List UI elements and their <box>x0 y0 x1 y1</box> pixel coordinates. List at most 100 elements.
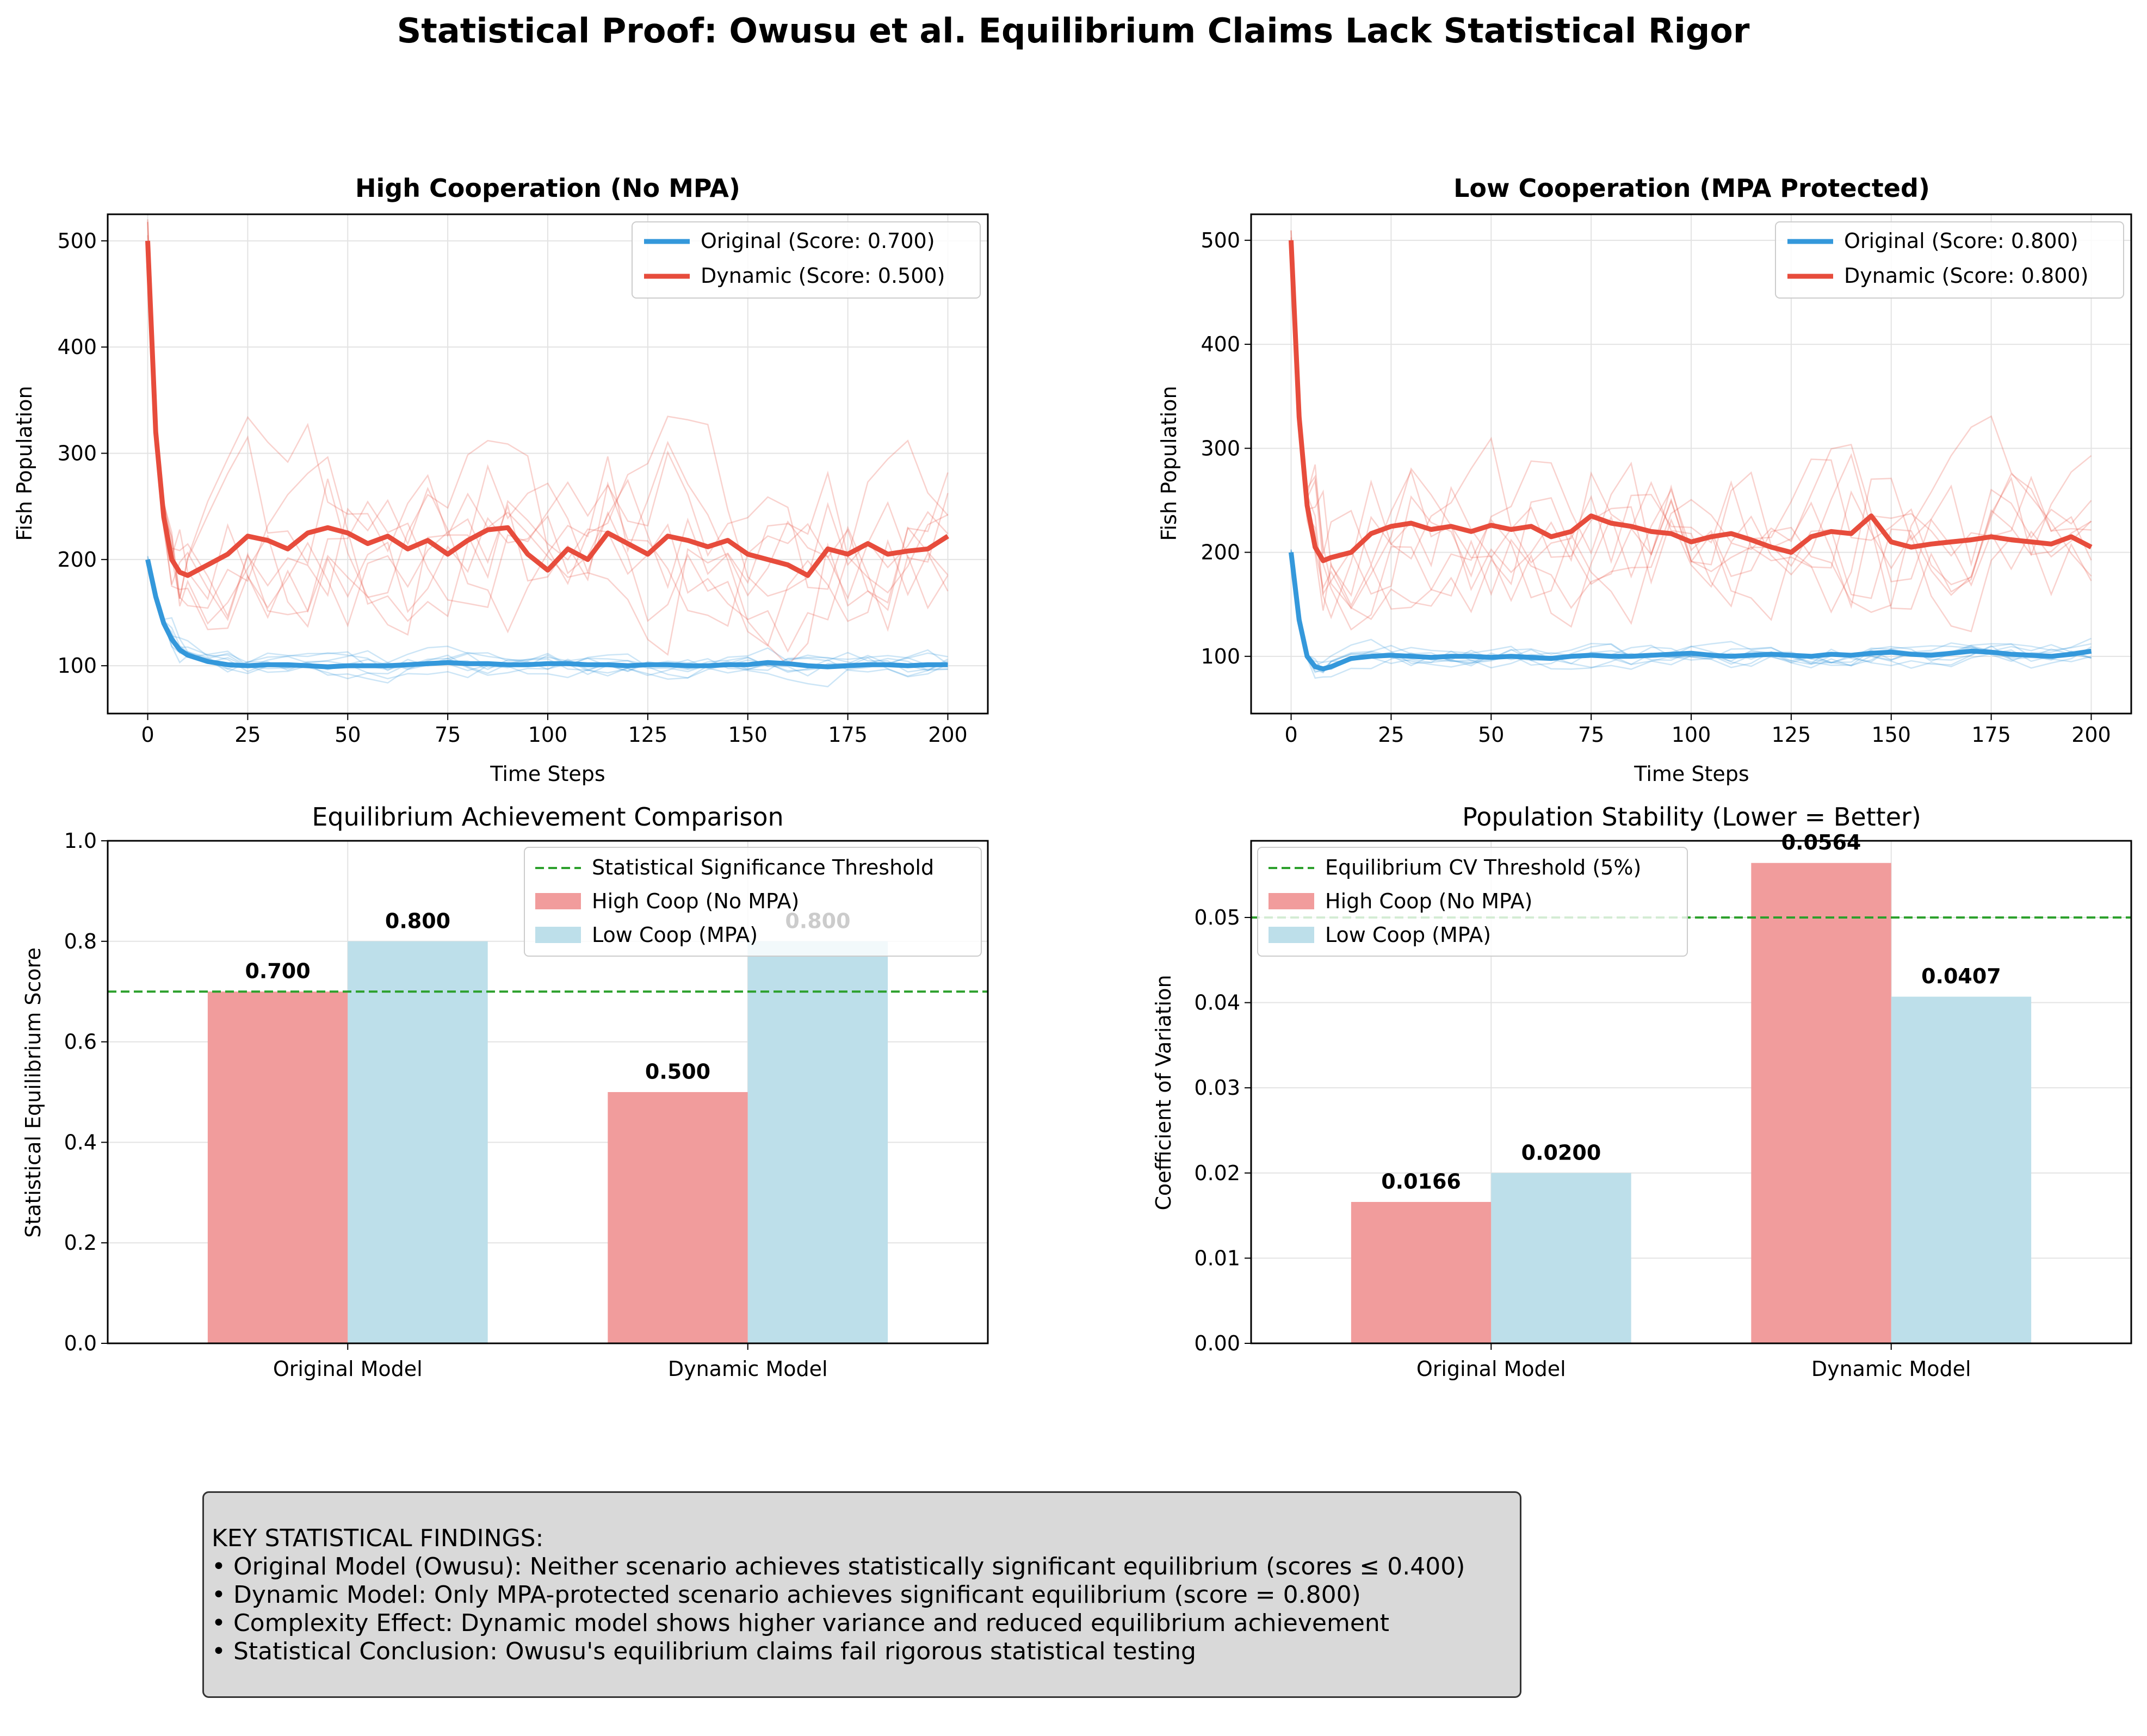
y-tick-label: 0.01 <box>1194 1246 1240 1270</box>
y-axis-label: Statistical Equilibrium Score <box>21 947 45 1238</box>
findings-heading: KEY STATISTICAL FINDINGS: <box>212 1524 544 1552</box>
plot-area: 0.0 0.2 0.4 0.6 0.8 1.0 Original Model Dynamic … <box>64 829 989 1381</box>
y-tick-label: 1.0 <box>64 829 97 853</box>
chart-title: Equilibrium Achievement Comparison <box>312 802 783 832</box>
x-tick-label: 25 <box>1378 723 1404 747</box>
x-tick-label: 175 <box>828 723 868 747</box>
bar <box>747 941 888 1343</box>
legend-swatch <box>1269 893 1314 909</box>
axes-frame <box>1250 840 2132 1344</box>
x-tick-label: Original Model <box>273 1357 423 1381</box>
chart-low-cooperation: Low Cooperation (MPA Protected) Time Ste… <box>1157 173 2132 786</box>
replicate-line <box>147 219 949 656</box>
chart-equilibrium-comparison: Equilibrium Achievement Comparison Stati… <box>21 802 989 1381</box>
y-tick-label: 500 <box>57 229 97 253</box>
y-tick-label: 400 <box>57 335 97 359</box>
y-tick-label: 100 <box>1201 644 1240 668</box>
legend-label: High Coop (No MPA) <box>1325 889 1532 913</box>
x-tick-label: 100 <box>1672 723 1711 747</box>
bar-value-label: 0.700 <box>245 959 310 983</box>
legend-label: Statistical Significance Threshold <box>592 855 934 879</box>
legend-swatch <box>535 927 581 943</box>
y-tick-label: 0.4 <box>64 1130 97 1154</box>
bar-value-label: 0.500 <box>645 1060 710 1084</box>
legend-box <box>524 847 982 957</box>
y-axis-label: Coefficient of Variation <box>1152 975 1175 1210</box>
axes-frame <box>107 213 989 715</box>
x-tick-label: Original Model <box>1416 1357 1566 1381</box>
y-tick-label: 300 <box>1201 436 1240 460</box>
x-axis-label: Time Steps <box>490 762 605 786</box>
replicate-line <box>147 244 949 647</box>
axes-frame <box>1250 213 2132 715</box>
axes-frame <box>107 840 989 1344</box>
x-tick-label: 125 <box>1772 723 1811 747</box>
bar <box>207 991 348 1343</box>
legend-label: Dynamic (Score: 0.800) <box>1844 264 2088 288</box>
plot-area: 0.00 0.01 0.02 0.03 0.04 0.05 Original Model Dy… <box>1194 830 2132 1381</box>
replicate-line <box>147 245 949 599</box>
findings-line: • Complexity Effect: Dynamic model shows… <box>212 1609 1390 1637</box>
replicate-line <box>1290 231 2092 631</box>
bar <box>608 1092 748 1343</box>
x-tick-label: Dynamic Model <box>1811 1357 1971 1381</box>
legend-box <box>1775 221 2124 299</box>
figure-title: Statistical Proof: Owusu et al. Equilibr… <box>397 11 1750 51</box>
y-tick-label: 0.0 <box>64 1331 97 1355</box>
plot-area: 0 25 50 75 100 125 150 175 200 100 200 300 400 500 Ori… <box>57 213 989 747</box>
x-tick-label: 175 <box>1971 723 2011 747</box>
legend-label: Low Coop (MPA) <box>592 923 758 947</box>
x-tick-label: 50 <box>335 723 361 747</box>
y-tick-label: 0.04 <box>1194 991 1240 1015</box>
bar <box>1891 996 2032 1343</box>
bar <box>1351 1202 1492 1343</box>
legend-label: Low Coop (MPA) <box>1325 923 1491 947</box>
y-tick-label: 0.8 <box>64 929 97 953</box>
x-tick-label: 150 <box>728 723 768 747</box>
chart-population-stability: Population Stability (Lower = Better) Co… <box>1152 802 2132 1381</box>
legend-swatch <box>1269 927 1314 943</box>
bar <box>348 941 488 1343</box>
replicate-line <box>147 556 948 676</box>
chart-title: High Cooperation (No MPA) <box>355 173 740 203</box>
legend-swatch <box>535 893 581 909</box>
findings-line: • Dynamic Model: Only MPA-protected scen… <box>212 1581 1361 1609</box>
legend-label: High Coop (No MPA) <box>592 889 799 913</box>
y-tick-label: 0.6 <box>64 1030 97 1054</box>
replicate-line <box>147 561 949 678</box>
y-axis-label: Fish Population <box>1157 386 1181 541</box>
replicate-line <box>147 235 949 667</box>
x-tick-label: 75 <box>1578 723 1604 747</box>
series-line <box>145 559 948 669</box>
series-line <box>1289 552 2092 672</box>
x-tick-label: 50 <box>1478 723 1504 747</box>
bar-value-label: 0.0407 <box>1921 964 2001 988</box>
x-tick-label: 25 <box>234 723 261 747</box>
legend-label: Original (Score: 0.800) <box>1844 229 2078 253</box>
x-tick-label: 100 <box>528 723 568 747</box>
replicate-line <box>1290 243 2092 621</box>
y-tick-label: 200 <box>1201 541 1240 565</box>
legend-box <box>1257 847 1688 957</box>
x-axis-label: Time Steps <box>1634 762 1749 786</box>
findings-line: • Original Model (Owusu): Neither scenar… <box>212 1553 1465 1580</box>
y-tick-label: 0.00 <box>1194 1331 1240 1355</box>
replicate-line <box>147 262 949 653</box>
replicate-line <box>1290 549 2092 673</box>
y-tick-label: 0.05 <box>1194 906 1240 929</box>
y-tick-label: 0.02 <box>1194 1161 1240 1185</box>
series-line <box>145 240 949 578</box>
chart-high-cooperation: High Cooperation (No MPA) Time Steps Fis… <box>13 173 989 786</box>
chart-title: Low Cooperation (MPA Protected) <box>1453 173 1930 203</box>
legend-label: Equilibrium CV Threshold (5%) <box>1325 855 1641 879</box>
x-tick-label: 200 <box>2071 723 2111 747</box>
y-tick-label: 0.03 <box>1194 1076 1240 1100</box>
replicate-line <box>1290 239 2092 628</box>
replicate-line <box>147 558 948 673</box>
x-tick-label: 0 <box>1284 723 1297 747</box>
x-tick-label: Dynamic Model <box>668 1357 828 1381</box>
x-tick-label: 0 <box>141 723 154 747</box>
y-tick-label: 100 <box>57 654 97 678</box>
findings-line: • Statistical Conclusion: Owusu's equili… <box>212 1638 1196 1665</box>
